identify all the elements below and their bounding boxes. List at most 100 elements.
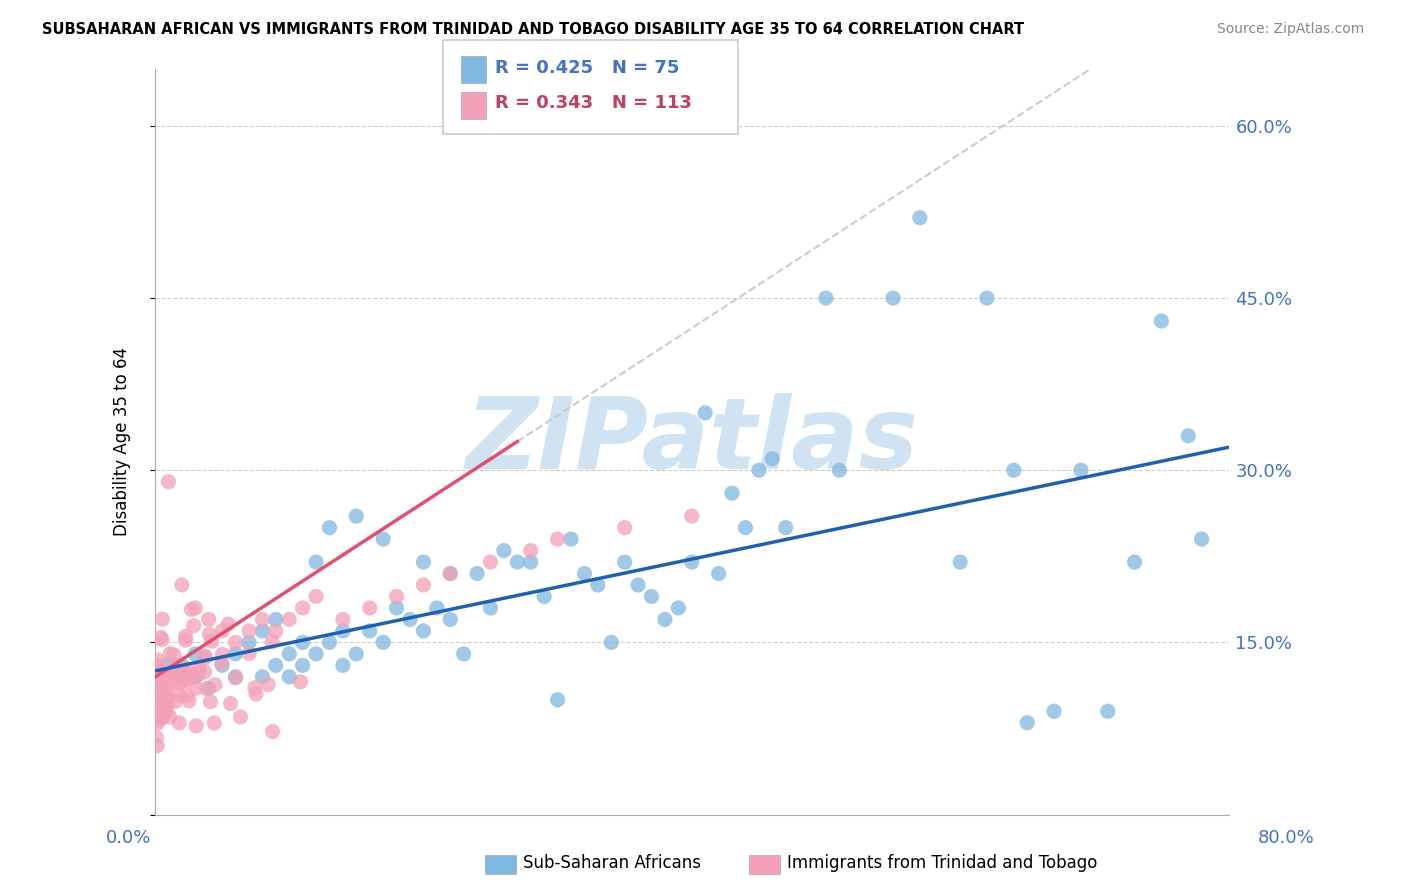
Point (252, 612, 274, 626)
Point (519, 543, 541, 558)
Text: R = 0.343   N = 113: R = 0.343 N = 113 (495, 95, 692, 112)
Point (204, 678, 226, 692)
Point (291, 635, 314, 649)
Point (211, 656, 233, 670)
Point (332, 612, 354, 626)
Point (197, 612, 219, 626)
Point (278, 612, 301, 626)
Point (217, 617, 239, 632)
Point (1177, 429, 1199, 443)
Point (613, 521, 636, 535)
Point (359, 624, 381, 638)
Point (148, 713, 170, 727)
Point (412, 578, 434, 592)
Point (155, 665, 177, 680)
Point (183, 619, 205, 633)
Point (186, 719, 208, 733)
Point (359, 601, 381, 615)
Point (169, 665, 191, 680)
Point (373, 532, 395, 546)
Point (318, 635, 340, 649)
Point (156, 672, 179, 686)
Point (176, 689, 198, 703)
Point (167, 715, 190, 730)
Point (198, 627, 221, 641)
Point (291, 601, 314, 615)
Point (150, 632, 173, 647)
Point (1070, 463, 1092, 477)
Point (149, 630, 172, 644)
Point (145, 731, 167, 745)
Point (145, 668, 167, 682)
Text: Immigrants from Trinidad and Tobago: Immigrants from Trinidad and Tobago (787, 855, 1098, 872)
Point (225, 635, 247, 649)
Point (145, 669, 167, 683)
Point (156, 698, 179, 712)
Point (152, 710, 174, 724)
Point (305, 590, 328, 604)
Text: Sub-Saharan Africans: Sub-Saharan Africans (523, 855, 702, 872)
Point (152, 686, 174, 700)
Point (385, 590, 408, 604)
Point (264, 624, 287, 638)
Point (157, 668, 180, 682)
Point (666, 601, 689, 615)
Point (305, 555, 328, 569)
Point (188, 662, 211, 676)
Point (290, 674, 312, 689)
Point (1191, 532, 1213, 546)
Point (193, 665, 215, 679)
Point (176, 673, 198, 688)
Point (155, 690, 177, 704)
Point (159, 673, 181, 687)
Point (252, 670, 274, 684)
Point (238, 647, 260, 661)
Point (426, 601, 449, 615)
Point (533, 590, 555, 604)
Point (197, 681, 219, 696)
Point (159, 664, 181, 678)
Point (156, 680, 179, 694)
Point (170, 660, 193, 674)
Point (547, 693, 569, 707)
Point (238, 635, 260, 649)
Point (586, 578, 609, 592)
Point (155, 706, 177, 720)
Point (157, 658, 180, 673)
Point (153, 673, 176, 688)
Text: 0.0%: 0.0% (105, 829, 150, 847)
Point (721, 486, 744, 500)
Point (761, 451, 783, 466)
Point (174, 671, 197, 685)
Point (264, 658, 287, 673)
Point (479, 555, 502, 569)
Point (243, 681, 266, 695)
Point (148, 664, 170, 678)
Point (439, 566, 461, 581)
Point (149, 676, 172, 690)
Point (238, 624, 260, 638)
Point (1123, 555, 1146, 569)
Point (828, 463, 851, 477)
Point (150, 681, 173, 696)
Point (166, 660, 188, 674)
Point (165, 694, 187, 708)
Point (291, 658, 314, 673)
Point (156, 679, 179, 693)
Point (157, 475, 180, 489)
Point (174, 629, 197, 643)
Point (167, 676, 190, 690)
Point (146, 698, 169, 712)
Point (600, 635, 623, 649)
Point (547, 532, 569, 546)
Point (146, 665, 169, 680)
Point (202, 716, 225, 731)
Point (439, 566, 461, 581)
Point (305, 647, 328, 661)
Point (170, 658, 193, 673)
Point (278, 670, 301, 684)
Point (412, 555, 434, 569)
Point (145, 673, 167, 687)
Point (200, 695, 222, 709)
Point (150, 612, 173, 626)
